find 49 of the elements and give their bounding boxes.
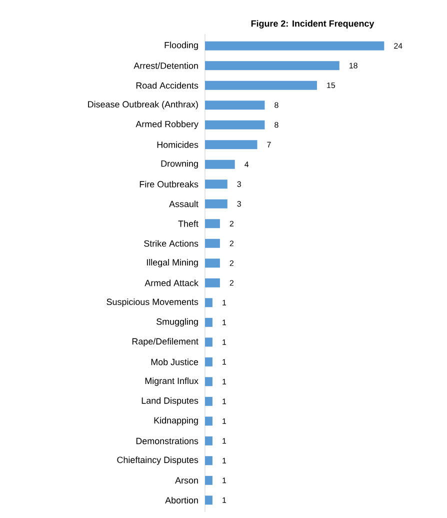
y-tick-label: Assault <box>169 200 198 208</box>
bar <box>205 61 340 70</box>
bar <box>205 416 212 426</box>
y-tick-label: Flooding <box>164 42 198 50</box>
y-tick-label: Land Disputes <box>142 397 198 406</box>
bar <box>205 41 384 50</box>
y-tick-label: Demonstrations <box>136 438 198 444</box>
y-tick-label: Migrant Influx <box>145 377 198 386</box>
bar <box>205 238 220 248</box>
y-tick-label: Armed Robbery <box>136 120 198 130</box>
bar <box>205 258 220 268</box>
bar <box>205 396 212 406</box>
bar <box>205 278 220 288</box>
bar <box>205 496 212 505</box>
bar <box>205 357 212 366</box>
y-tick-label: Illegal Mining <box>146 258 198 268</box>
y-tick-label: Rape/Defilement <box>132 338 198 346</box>
bar <box>205 318 212 327</box>
bar <box>205 180 228 189</box>
bar <box>205 80 317 90</box>
bar <box>205 120 265 130</box>
bar <box>205 199 228 208</box>
bar <box>205 456 212 466</box>
y-tick-label: Disease Outbreak (Anthrax) <box>88 100 198 110</box>
y-tick-label: Smuggling <box>156 318 198 327</box>
chart-title: Figure 2: Incident Frequency <box>251 20 374 29</box>
bar <box>205 100 265 110</box>
y-tick-label: Armed Attack <box>144 280 198 286</box>
y-tick-label: Arson <box>175 477 198 484</box>
bar <box>205 219 220 228</box>
y-tick-label: Theft <box>178 220 198 227</box>
bar <box>205 140 258 150</box>
bar <box>205 436 212 446</box>
y-tick-label: Kidnapping <box>154 416 198 426</box>
bar <box>205 377 212 386</box>
y-tick-label: Chieftaincy Disputes <box>117 456 198 465</box>
bar <box>205 476 212 485</box>
bar <box>205 338 212 347</box>
y-tick-label: Fire Outbreaks <box>140 180 198 188</box>
y-tick-label: Abortion <box>165 496 198 504</box>
bar <box>205 298 212 308</box>
bar <box>205 160 235 169</box>
y-tick-label: Arrest/Detention <box>134 62 198 69</box>
y-tick-label: Mob Justice <box>151 358 198 366</box>
y-tick-label: Drowning <box>161 160 198 169</box>
y-tick-label: Road Accidents <box>136 82 198 89</box>
y-tick-label: Strike Actions <box>144 240 198 247</box>
y-tick-label: Suspicious Movements <box>106 298 198 307</box>
y-tick-label: Homicides <box>157 141 198 148</box>
